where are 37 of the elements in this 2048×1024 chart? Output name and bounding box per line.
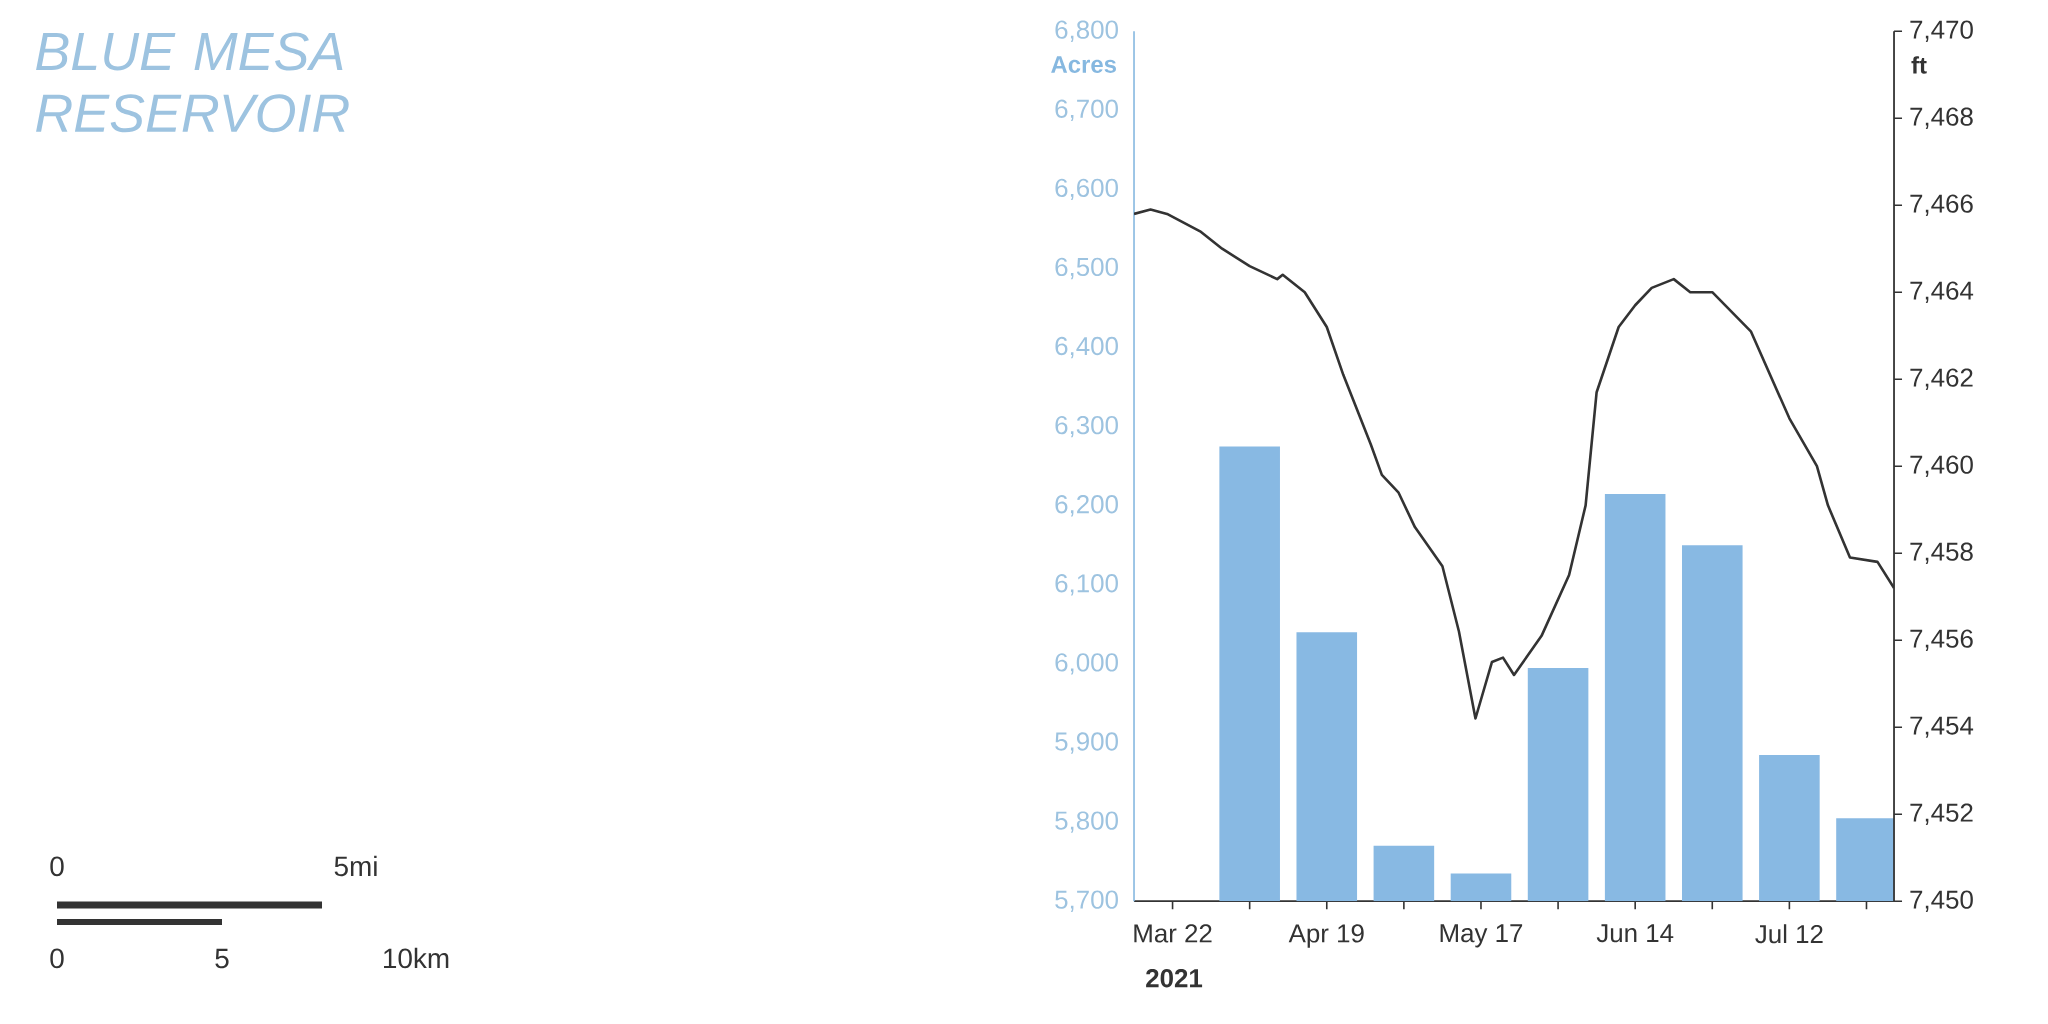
text: 5mi [334, 855, 377, 877]
y-tick-label: 6,100 [1055, 574, 1118, 596]
y-tick-label: 6,600 [1055, 178, 1118, 201]
text: 10km [384, 947, 449, 969]
text: 5 [215, 948, 229, 969]
x-tick-label: May 17 [1440, 924, 1523, 948]
y2-tick-label: 7,464 [1910, 281, 1974, 303]
text: 0 [50, 856, 64, 877]
y2-tick-label: 7,462 [1910, 368, 1973, 390]
y2-axis-title: ft [1911, 56, 1927, 74]
y-tick-label: 5,800 [1055, 811, 1118, 833]
y2-tick-label: 7,470 [1910, 20, 1973, 42]
y2-tick-label: 7,460 [1910, 455, 1973, 477]
y2-tick-label: 7,468 [1910, 107, 1973, 129]
x-tick-label: Apr 19 [1288, 924, 1364, 948]
y-tick-label: 6,700 [1055, 99, 1118, 121]
y-tick-label: 6,300 [1055, 415, 1118, 438]
x-tick-label: Jul 12 [1755, 924, 1823, 944]
text: BLUE MESA RESERVOIR [36, 32, 349, 133]
y-tick-label: 6,200 [1055, 495, 1118, 517]
y-tick-label: 6,800 [1055, 20, 1118, 42]
y-tick-label: 5,900 [1055, 732, 1118, 754]
y2-tick-label: 7,456 [1910, 629, 1973, 651]
x-tick-label: Jun 14 [1596, 924, 1674, 943]
y-tick-label: 6,500 [1055, 257, 1118, 280]
y-tick-label: 5,700 [1055, 890, 1118, 912]
text: 0 [50, 948, 64, 969]
y2-tick-label: 7,458 [1910, 542, 1973, 564]
y-tick-label: 6,000 [1055, 653, 1118, 675]
text: 2021 [1146, 969, 1203, 988]
x-tick-label: Mar 22 [1134, 924, 1212, 943]
y2-tick-label: 7,450 [1910, 890, 1973, 912]
y2-tick-label: 7,454 [1910, 716, 1974, 738]
y-tick-label: 6,400 [1055, 336, 1118, 359]
y-axis-title: Acres [1051, 56, 1116, 73]
y2-tick-label: 7,452 [1910, 803, 1973, 825]
y2-tick-label: 7,466 [1910, 194, 1973, 216]
